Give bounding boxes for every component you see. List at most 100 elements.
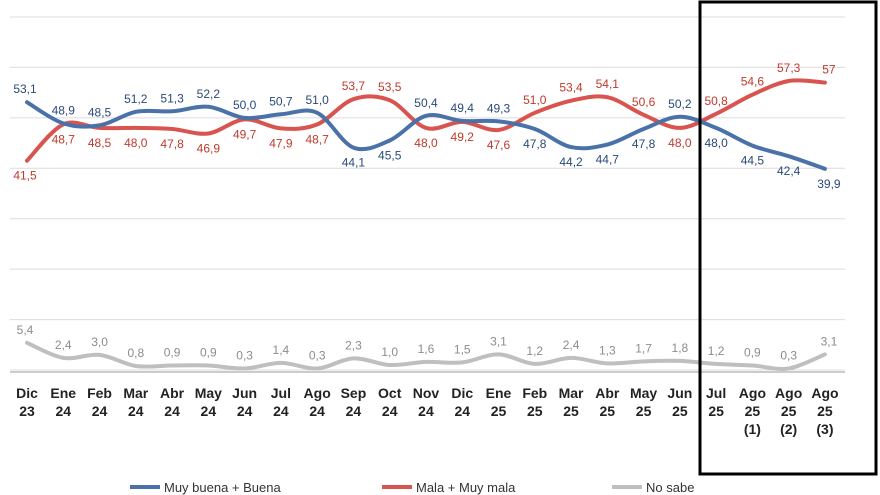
data-label-muy-buena-buena: 45,5 [378, 149, 402, 163]
data-label-mala-muy-mala: 49,2 [451, 130, 475, 144]
data-label-no-sabe: 0,3 [236, 348, 253, 362]
data-label-mala-muy-mala: 47,6 [487, 138, 511, 152]
data-label-muy-buena-buena: 47,8 [632, 137, 656, 151]
series-lines [25, 78, 827, 371]
data-label-muy-buena-buena: 44,7 [596, 153, 620, 167]
data-label-muy-buena-buena: 51,0 [305, 93, 329, 107]
x-tick-label: Ago 25 (2) [775, 385, 802, 437]
x-tick-label: Nov 24 [413, 385, 440, 419]
x-tick-label: Jun 25 [667, 385, 692, 419]
data-label-no-sabe: 0,9 [744, 345, 761, 359]
data-label-no-sabe: 1,5 [454, 342, 471, 356]
data-label-mala-muy-mala: 53,5 [378, 80, 402, 94]
x-tick-label: Ene 25 [486, 385, 512, 419]
x-tick-label: Dic 23 [16, 385, 38, 419]
data-label-no-sabe: 1,0 [381, 345, 398, 359]
data-label-no-sabe: 3,1 [821, 334, 838, 348]
data-label-muy-buena-buena: 44,2 [559, 155, 583, 169]
data-label-muy-buena-buena: 53,1 [13, 82, 37, 96]
data-label-mala-muy-mala: 47,9 [269, 136, 293, 150]
x-tick-label: Sep 24 [341, 385, 367, 419]
data-label-mala-muy-mala: 48,5 [88, 136, 112, 150]
data-label-mala-muy-mala: 57 [822, 63, 836, 77]
data-label-muy-buena-buena: 50,4 [414, 96, 438, 110]
data-label-muy-buena-buena: 47,8 [523, 137, 547, 151]
x-tick-label: May 25 [630, 385, 657, 419]
x-axis: Dic 23 Ene 24 Feb 24 Mar 24 Abr 24 May 24 Jun 24 Jul 24… [16, 385, 838, 437]
data-label-mala-muy-mala: 50,6 [632, 95, 656, 109]
x-tick-label: Ene 24 [50, 385, 76, 419]
x-tick-label: Feb 24 [87, 385, 112, 419]
data-label-mala-muy-mala: 54,1 [596, 77, 620, 91]
data-label-no-sabe: 1,7 [635, 341, 652, 355]
data-label-muy-buena-buena: 42,4 [777, 164, 801, 178]
data-label-mala-muy-mala: 46,9 [197, 141, 221, 155]
data-label-muy-buena-buena: 48,9 [52, 103, 76, 117]
data-label-mala-muy-mala: 57,3 [777, 61, 801, 75]
data-labels: 53,1 48,9 48,5 51,2 51,3 52,2 50,0 50,7 51,0 44,1… [13, 61, 841, 362]
highlight-box [698, 0, 878, 476]
x-tick-label: Ago 25 (1) [739, 385, 766, 437]
x-tick-label: Jul 24 [271, 385, 291, 419]
x-tick-label: Feb 25 [522, 385, 547, 419]
x-tick-label: Abr 24 [160, 385, 185, 419]
data-label-no-sabe: 1,8 [672, 341, 689, 355]
data-label-no-sabe: 0,3 [780, 348, 797, 362]
x-tick-label: May 24 [195, 385, 222, 419]
legend-label-muy-buena-buena: Muy buena + Buena [164, 480, 281, 495]
data-label-no-sabe: 0,3 [309, 348, 326, 362]
x-tick-label: Oct 24 [378, 385, 402, 419]
x-tick-label: Ago 24 [304, 385, 331, 419]
data-label-muy-buena-buena: 50,2 [668, 97, 692, 111]
data-label-mala-muy-mala: 48,0 [124, 136, 148, 150]
data-label-mala-muy-mala: 47,8 [160, 137, 184, 151]
data-label-mala-muy-mala: 54,6 [741, 75, 765, 89]
legend: Muy buena + Buena Mala + Muy mala No sabe [130, 480, 694, 495]
data-label-no-sabe: 1,6 [418, 342, 435, 356]
data-label-muy-buena-buena: 51,3 [160, 91, 184, 105]
data-label-no-sabe: 2,3 [345, 338, 362, 352]
data-label-mala-muy-mala: 51,0 [523, 93, 547, 107]
data-label-muy-buena-buena: 52,2 [197, 87, 221, 101]
data-label-mala-muy-mala: 53,7 [342, 79, 366, 93]
data-label-mala-muy-mala: 48,0 [414, 136, 438, 150]
data-label-muy-buena-buena: 48,5 [88, 105, 112, 119]
data-label-no-sabe: 0,9 [200, 345, 217, 359]
series-line-mala-muy-mala [25, 78, 827, 163]
legend-label-mala-muy-mala: Mala + Muy mala [416, 480, 516, 495]
data-label-muy-buena-buena: 50,0 [233, 98, 257, 112]
data-label-no-sabe: 1,3 [599, 343, 616, 357]
x-tick-label: Ago 25 (3) [811, 385, 838, 437]
legend-label-no-sabe: No sabe [646, 480, 694, 495]
data-label-muy-buena-buena: 51,2 [124, 92, 148, 106]
x-tick-label: Dic 24 [451, 385, 473, 419]
data-label-no-sabe: 0,9 [164, 345, 181, 359]
data-label-mala-muy-mala: 49,7 [233, 127, 257, 141]
data-label-no-sabe: 1,2 [708, 344, 725, 358]
data-label-no-sabe: 3,0 [91, 335, 108, 349]
series-line-no-sabe [25, 340, 827, 371]
x-tick-label: Jun 24 [232, 385, 257, 419]
data-label-mala-muy-mala: 48,7 [52, 132, 76, 146]
data-label-muy-buena-buena: 48,0 [704, 136, 728, 150]
gridlines [10, 16, 845, 373]
series-line-muy-buena-buena [25, 100, 827, 171]
data-label-mala-muy-mala: 41,5 [13, 169, 37, 183]
data-label-muy-buena-buena: 49,3 [487, 101, 511, 115]
data-label-mala-muy-mala: 53,4 [559, 81, 583, 95]
data-label-mala-muy-mala: 48,0 [668, 136, 692, 150]
x-tick-label: Mar 25 [559, 385, 584, 419]
data-label-mala-muy-mala: 50,8 [704, 94, 728, 108]
data-label-muy-buena-buena: 39,9 [817, 177, 841, 191]
x-tick-label: Abr 25 [595, 385, 620, 419]
data-label-muy-buena-buena: 49,4 [451, 101, 475, 115]
x-tick-label: Jul 25 [706, 385, 726, 419]
data-label-mala-muy-mala: 48,7 [305, 132, 329, 146]
data-label-muy-buena-buena: 44,1 [342, 156, 366, 170]
x-tick-label: Mar 24 [123, 385, 148, 419]
data-label-no-sabe: 5,4 [17, 323, 34, 337]
data-label-no-sabe: 1,4 [273, 343, 290, 357]
data-label-muy-buena-buena: 50,7 [269, 94, 293, 108]
data-label-no-sabe: 1,2 [526, 344, 543, 358]
